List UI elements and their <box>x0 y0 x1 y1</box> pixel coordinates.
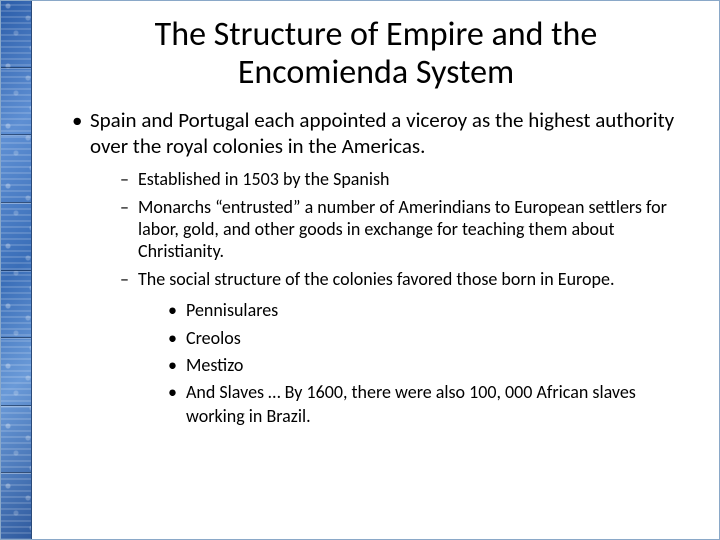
bullet-l3-text: Pennisulares <box>186 299 278 321</box>
strip-seg <box>0 0 31 68</box>
bullet-l3-text: Creolos <box>186 327 241 349</box>
bullet-l3-text: And Slaves … By 1600, there were also 10… <box>186 381 636 426</box>
strip-segments <box>0 0 31 540</box>
bullet-list-level2: Established in 1503 by the Spanish Monar… <box>90 169 698 428</box>
bullet-l3: Mestizo <box>168 354 698 377</box>
bullet-l2: The social structure of the colonies fav… <box>120 269 698 428</box>
bullet-l3-text: Mestizo <box>186 354 243 376</box>
bullet-l1: Spain and Portugal each appointed a vice… <box>72 108 698 428</box>
bullet-l2: Monarchs “entrusted” a number of Amerind… <box>120 197 698 263</box>
slide-content: The Structure of Empire and the Encomien… <box>32 0 720 540</box>
bullet-l3: Pennisulares <box>168 299 698 322</box>
strip-seg <box>0 271 31 339</box>
bullet-l3: Creolos <box>168 327 698 350</box>
bullet-list-level3: Pennisulares Creolos Mestizo And Slaves … <box>138 299 698 428</box>
slide-title: The Structure of Empire and the Encomien… <box>54 10 698 108</box>
bullet-l3: And Slaves … By 1600, there were also 10… <box>168 381 698 428</box>
decorative-left-strip <box>0 0 32 540</box>
strip-seg <box>0 68 31 136</box>
strip-seg <box>0 473 31 540</box>
strip-seg <box>0 135 31 203</box>
bullet-l2-text: Monarchs “entrusted” a number of Amerind… <box>138 196 667 262</box>
bullet-l1-text: Spain and Portugal each appointed a vice… <box>90 107 674 159</box>
strip-seg <box>0 203 31 271</box>
strip-seg <box>0 338 31 406</box>
bullet-l2-text: Established in 1503 by the Spanish <box>138 168 390 190</box>
bullet-l2: Established in 1503 by the Spanish <box>120 169 698 191</box>
bullet-list-level1: Spain and Portugal each appointed a vice… <box>54 108 698 428</box>
strip-seg <box>0 406 31 474</box>
bullet-l2-text: The social structure of the colonies fav… <box>138 268 614 290</box>
